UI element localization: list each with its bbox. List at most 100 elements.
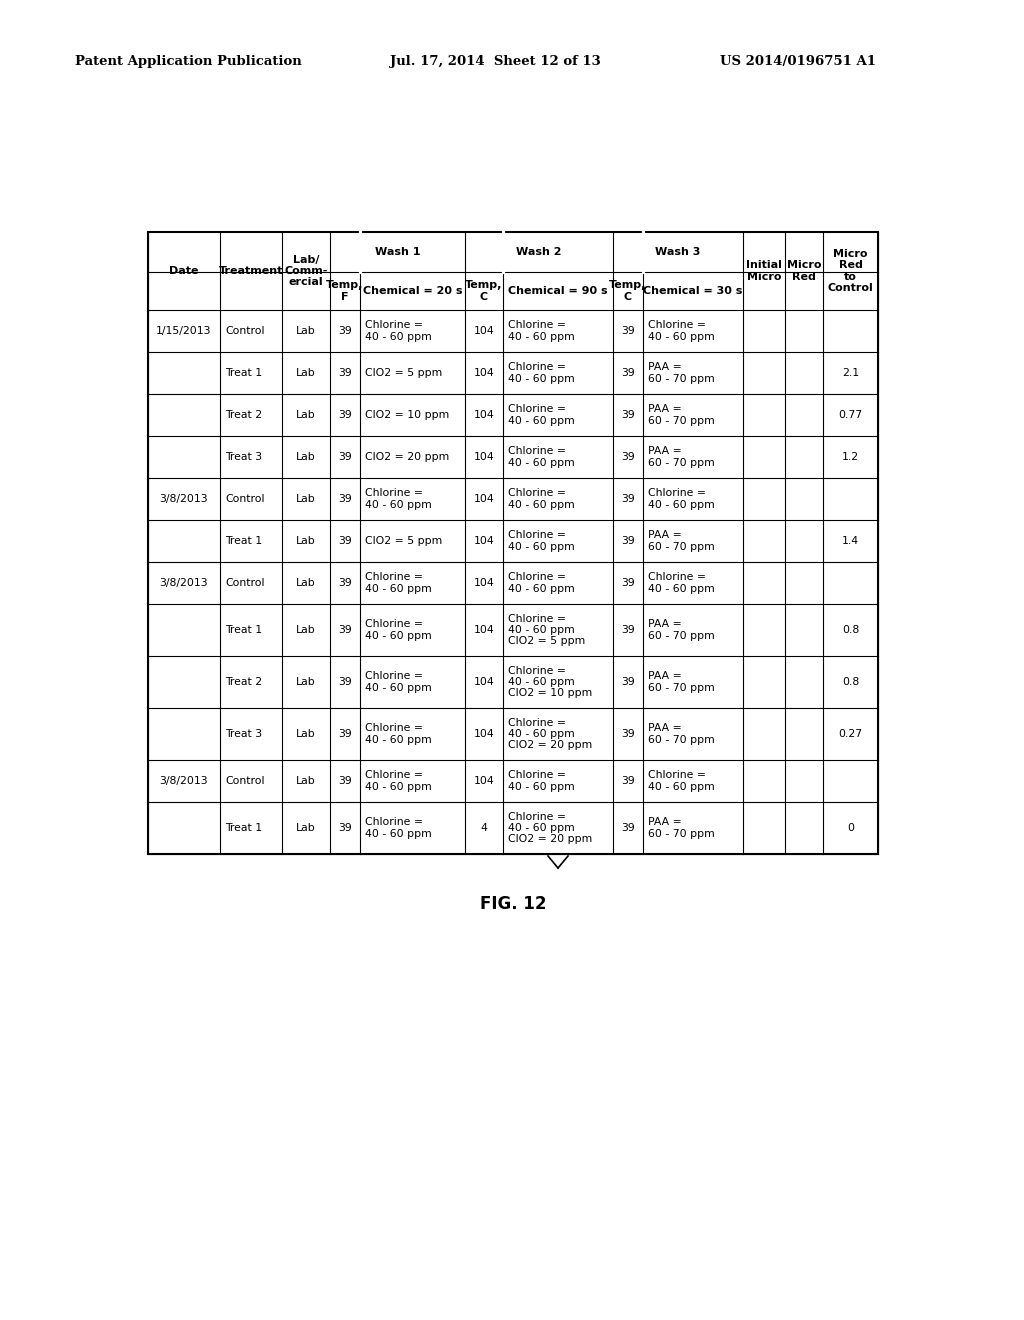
Text: Control: Control: [225, 578, 264, 587]
Text: Micro
Red: Micro Red: [786, 260, 821, 281]
Text: US 2014/0196751 A1: US 2014/0196751 A1: [720, 55, 876, 69]
Text: Chlorine =
40 - 60 ppm
ClO2 = 20 ppm: Chlorine = 40 - 60 ppm ClO2 = 20 ppm: [508, 718, 592, 750]
Text: Control: Control: [225, 776, 264, 785]
Text: Chlorine =
40 - 60 ppm: Chlorine = 40 - 60 ppm: [648, 321, 715, 342]
Text: Treat 1: Treat 1: [225, 368, 262, 378]
Text: Chlorine =
40 - 60 ppm: Chlorine = 40 - 60 ppm: [508, 363, 574, 384]
Text: Jul. 17, 2014  Sheet 12 of 13: Jul. 17, 2014 Sheet 12 of 13: [390, 55, 601, 69]
Text: Chlorine =
40 - 60 ppm: Chlorine = 40 - 60 ppm: [365, 771, 432, 792]
Text: Wash 3: Wash 3: [655, 247, 700, 257]
Text: Temp,
C: Temp, C: [465, 280, 503, 301]
Text: Patent Application Publication: Patent Application Publication: [75, 55, 302, 69]
Text: Chlorine =
40 - 60 ppm: Chlorine = 40 - 60 ppm: [508, 321, 574, 342]
Text: 39: 39: [622, 624, 635, 635]
Text: 104: 104: [474, 451, 495, 462]
Bar: [148, 232, 878, 854]
Text: Treat 3: Treat 3: [225, 729, 262, 739]
Text: FIG. 12: FIG. 12: [480, 895, 546, 913]
Text: Temp,
F: Temp, F: [327, 280, 364, 301]
Text: Chlorine =
40 - 60 ppm: Chlorine = 40 - 60 ppm: [365, 672, 432, 693]
Text: Lab/
Comm-
ercial: Lab/ Comm- ercial: [285, 255, 328, 288]
Text: Chlorine =
40 - 60 ppm: Chlorine = 40 - 60 ppm: [508, 531, 574, 552]
Text: Chlorine =
40 - 60 ppm
ClO2 = 5 ppm: Chlorine = 40 - 60 ppm ClO2 = 5 ppm: [508, 614, 586, 647]
Text: 0.8: 0.8: [842, 677, 859, 686]
Text: 1.4: 1.4: [842, 536, 859, 546]
Text: 0.77: 0.77: [839, 411, 862, 420]
Text: Lab: Lab: [296, 822, 315, 833]
Text: Chlorine =
40 - 60 ppm: Chlorine = 40 - 60 ppm: [365, 488, 432, 510]
Text: PAA =
60 - 70 ppm: PAA = 60 - 70 ppm: [648, 404, 715, 425]
Text: 104: 104: [474, 326, 495, 337]
Text: 39: 39: [338, 578, 352, 587]
Text: Chlorine =
40 - 60 ppm: Chlorine = 40 - 60 ppm: [648, 488, 715, 510]
Text: 39: 39: [338, 822, 352, 833]
Text: 104: 104: [474, 624, 495, 635]
Text: 104: 104: [474, 677, 495, 686]
Text: PAA =
60 - 70 ppm: PAA = 60 - 70 ppm: [648, 619, 715, 640]
Text: Lab: Lab: [296, 677, 315, 686]
Text: Micro
Red
to
Control: Micro Red to Control: [827, 249, 873, 293]
Text: Lab: Lab: [296, 451, 315, 462]
Text: 39: 39: [622, 411, 635, 420]
Text: Chlorine =
40 - 60 ppm
ClO2 = 10 ppm: Chlorine = 40 - 60 ppm ClO2 = 10 ppm: [508, 665, 592, 698]
Text: 0.27: 0.27: [839, 729, 862, 739]
Text: PAA =
60 - 70 ppm: PAA = 60 - 70 ppm: [648, 723, 715, 744]
Text: 104: 104: [474, 494, 495, 504]
Text: Lab: Lab: [296, 411, 315, 420]
Text: Treat 1: Treat 1: [225, 536, 262, 546]
Text: Chemical = 90 s: Chemical = 90 s: [508, 286, 608, 296]
Text: Chlorine =
40 - 60 ppm: Chlorine = 40 - 60 ppm: [508, 488, 574, 510]
Text: 1/15/2013: 1/15/2013: [157, 326, 212, 337]
Text: Lab: Lab: [296, 326, 315, 337]
Text: 39: 39: [338, 536, 352, 546]
Text: ClO2 = 10 ppm: ClO2 = 10 ppm: [365, 411, 450, 420]
Text: Lab: Lab: [296, 776, 315, 785]
Text: 39: 39: [622, 578, 635, 587]
Text: Lab: Lab: [296, 729, 315, 739]
Text: ClO2 = 5 ppm: ClO2 = 5 ppm: [365, 536, 442, 546]
Text: Wash 1: Wash 1: [375, 247, 420, 257]
Text: 39: 39: [338, 451, 352, 462]
Text: Wash 2: Wash 2: [516, 247, 562, 257]
Text: Treatment: Treatment: [219, 267, 284, 276]
Text: 3/8/2013: 3/8/2013: [160, 776, 208, 785]
Text: Chlorine =
40 - 60 ppm
ClO2 = 20 ppm: Chlorine = 40 - 60 ppm ClO2 = 20 ppm: [508, 812, 592, 845]
Text: Lab: Lab: [296, 494, 315, 504]
Text: Lab: Lab: [296, 624, 315, 635]
Text: 39: 39: [622, 368, 635, 378]
Text: PAA =
60 - 70 ppm: PAA = 60 - 70 ppm: [648, 363, 715, 384]
Text: Chlorine =
40 - 60 ppm: Chlorine = 40 - 60 ppm: [648, 771, 715, 792]
Text: Initial
Micro: Initial Micro: [746, 260, 782, 281]
Text: 104: 104: [474, 776, 495, 785]
Text: 4: 4: [480, 822, 487, 833]
Text: Chlorine =
40 - 60 ppm: Chlorine = 40 - 60 ppm: [365, 723, 432, 744]
Text: Temp,
C: Temp, C: [609, 280, 647, 301]
Text: 104: 104: [474, 368, 495, 378]
Text: 39: 39: [622, 451, 635, 462]
Text: PAA =
60 - 70 ppm: PAA = 60 - 70 ppm: [648, 446, 715, 467]
Text: 1.2: 1.2: [842, 451, 859, 462]
Text: 39: 39: [338, 729, 352, 739]
Text: Chlorine =
40 - 60 ppm: Chlorine = 40 - 60 ppm: [365, 817, 432, 838]
Text: 0: 0: [847, 822, 854, 833]
Text: 39: 39: [338, 411, 352, 420]
Text: 104: 104: [474, 729, 495, 739]
Text: PAA =
60 - 70 ppm: PAA = 60 - 70 ppm: [648, 672, 715, 693]
Text: Date: Date: [169, 267, 199, 276]
Text: Chlorine =
40 - 60 ppm: Chlorine = 40 - 60 ppm: [508, 573, 574, 594]
Text: 39: 39: [338, 326, 352, 337]
Text: Lab: Lab: [296, 536, 315, 546]
Text: Treat 1: Treat 1: [225, 822, 262, 833]
Text: Chlorine =
40 - 60 ppm: Chlorine = 40 - 60 ppm: [365, 619, 432, 640]
Text: 2.1: 2.1: [842, 368, 859, 378]
Text: Chemical = 20 s: Chemical = 20 s: [362, 286, 462, 296]
Text: Chlorine =
40 - 60 ppm: Chlorine = 40 - 60 ppm: [365, 321, 432, 342]
Text: 3/8/2013: 3/8/2013: [160, 578, 208, 587]
Text: 39: 39: [338, 624, 352, 635]
Text: 39: 39: [622, 677, 635, 686]
Text: 39: 39: [622, 326, 635, 337]
Text: 3/8/2013: 3/8/2013: [160, 494, 208, 504]
Text: Control: Control: [225, 326, 264, 337]
Text: 39: 39: [622, 729, 635, 739]
Text: 39: 39: [338, 776, 352, 785]
